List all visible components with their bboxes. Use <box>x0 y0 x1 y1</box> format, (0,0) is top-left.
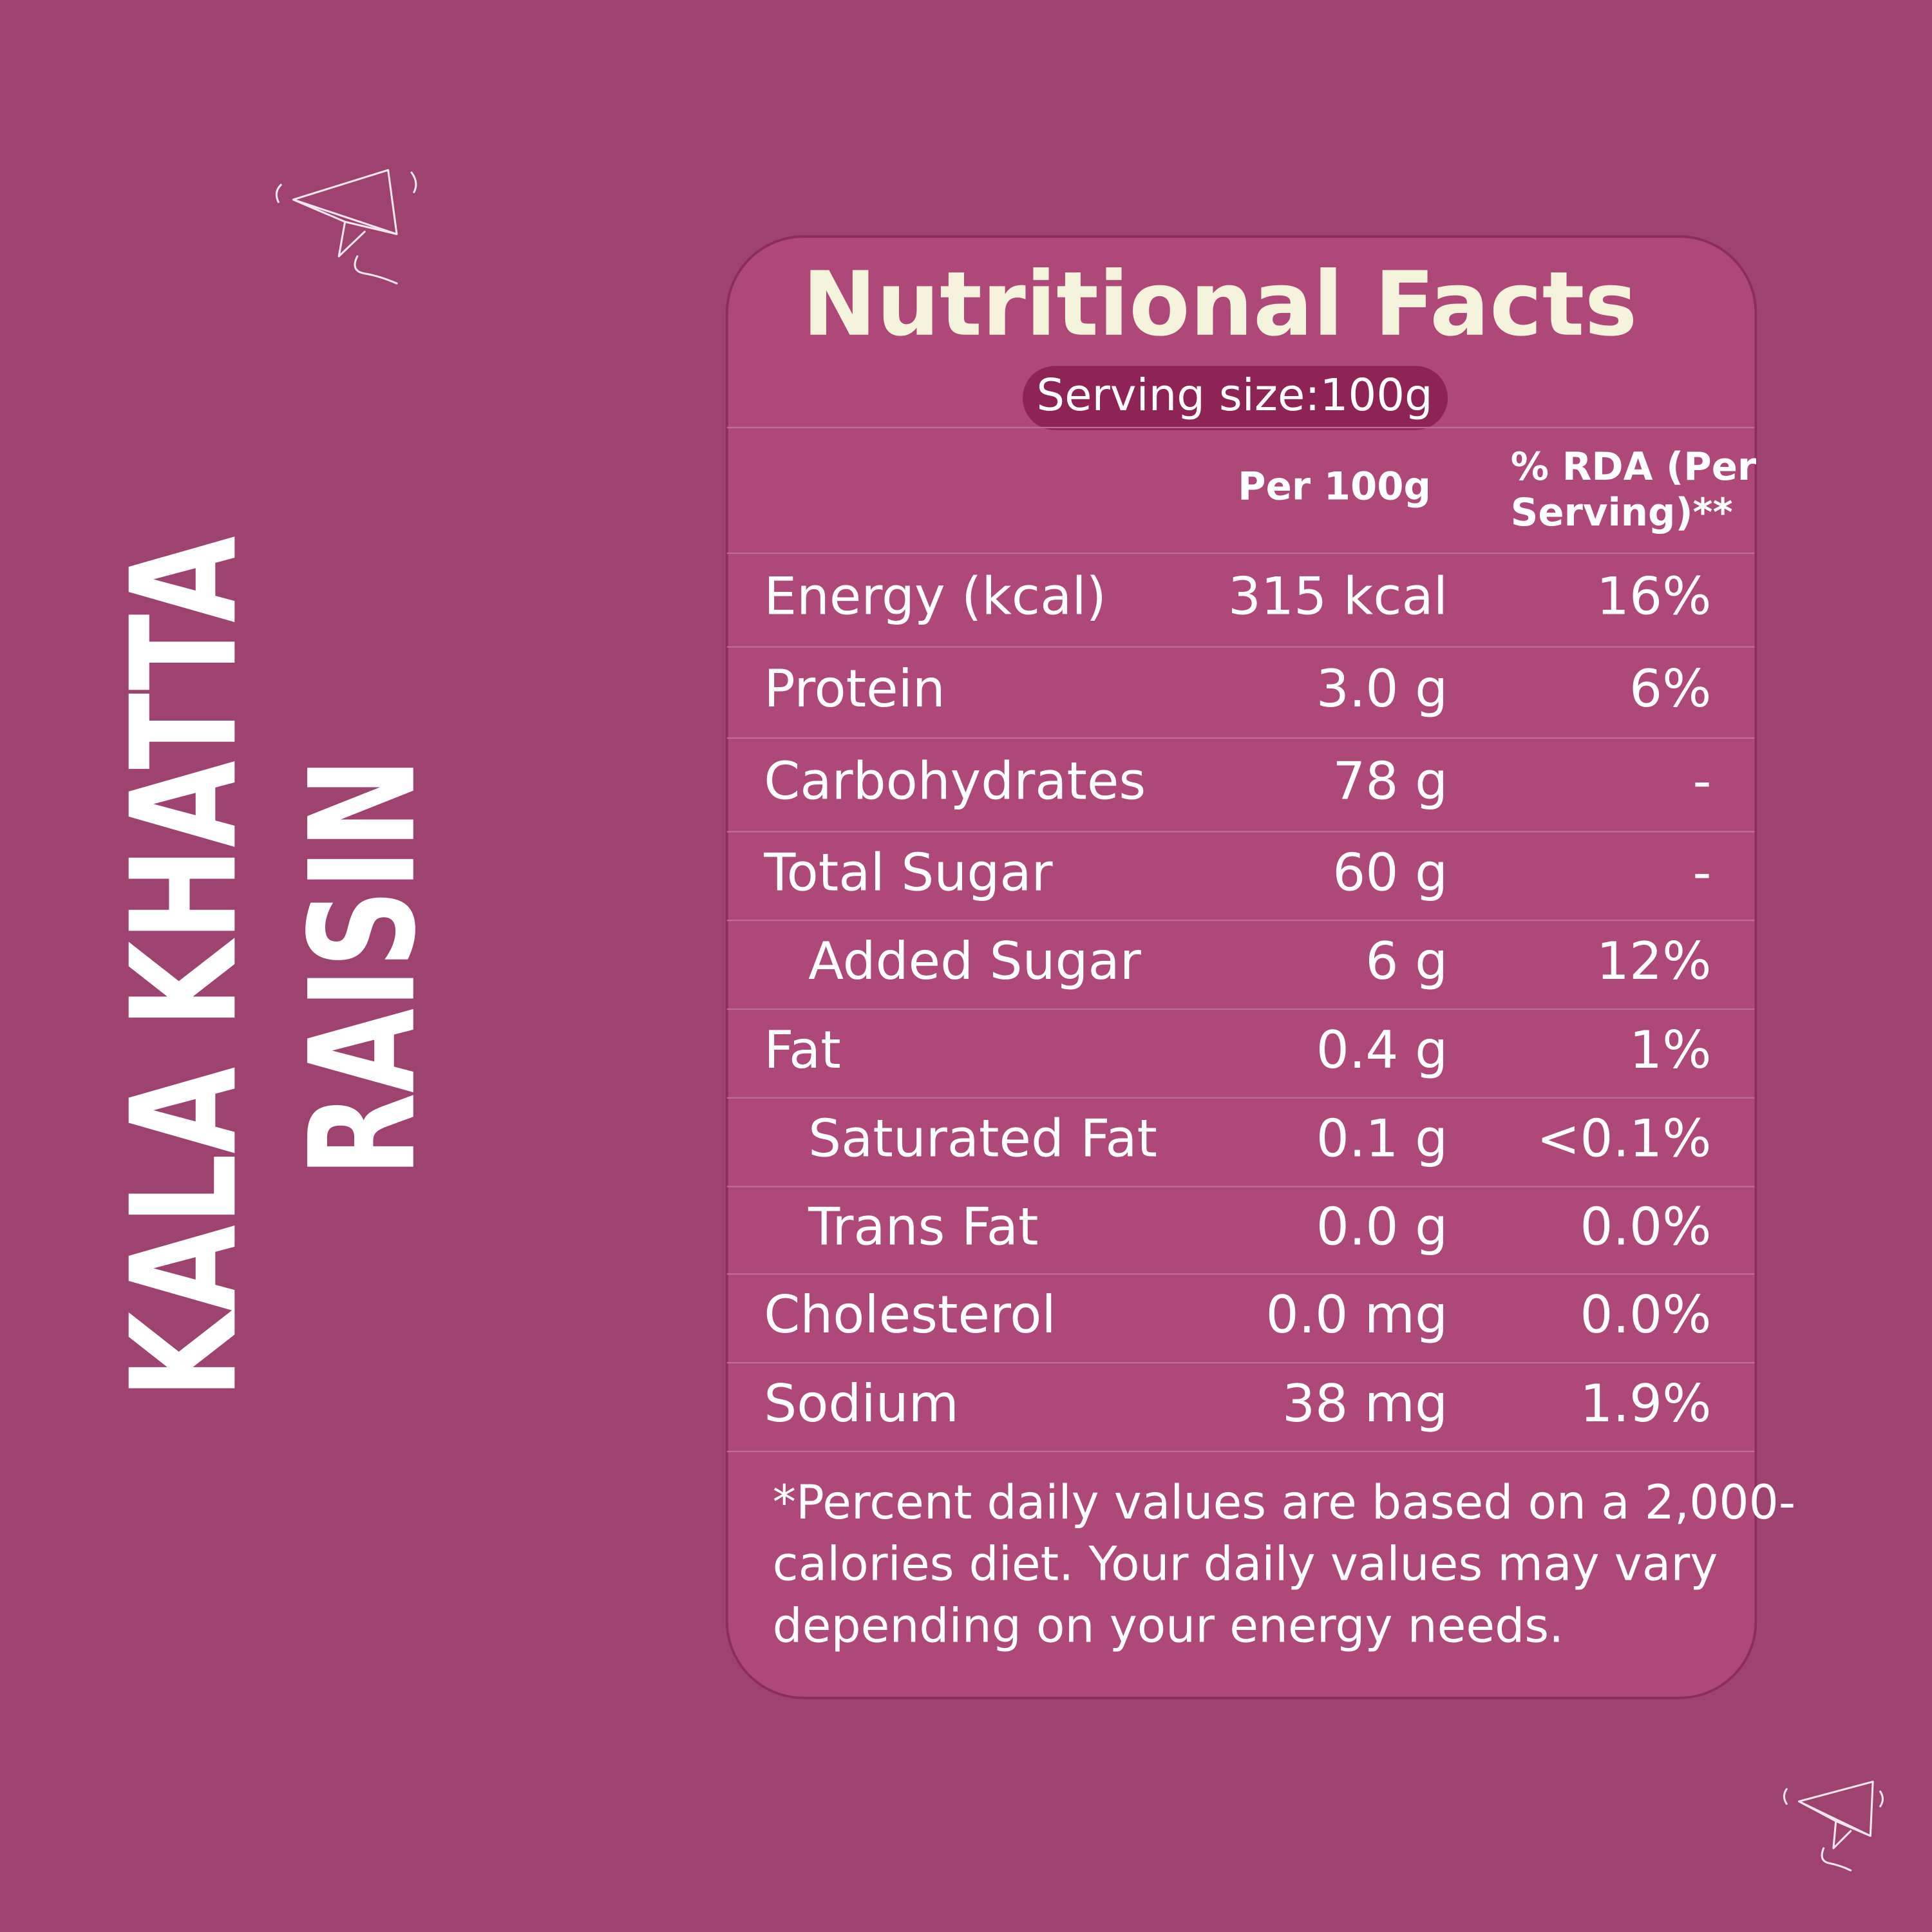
rda-value: 0.0% <box>1580 1196 1711 1256</box>
rda-value: 6% <box>1629 658 1711 719</box>
nutrient-rows: Energy (kcal) 315 kcal 16% Protein 3.0 g 6% Ca… <box>726 552 1755 1452</box>
serving-size: Serving size:100g <box>1036 370 1432 421</box>
nutrient-name: Cholesterol <box>764 1284 1056 1345</box>
column-header: Per 100g <box>1238 464 1431 509</box>
rda-value: 1% <box>1629 1019 1711 1080</box>
rda-value: - <box>1693 751 1712 811</box>
per-100g-value: 38 mg <box>1282 1373 1448 1434</box>
nutrient-name: Trans Fat <box>808 1196 1038 1256</box>
footnote-line: *Percent daily values are based on a 2,0… <box>773 1476 1795 1530</box>
rda-value: 0.0% <box>1580 1284 1711 1345</box>
facts-title: Nutritional Facts <box>802 253 1638 356</box>
per-100g-value: 315 kcal <box>1228 566 1448 627</box>
per-100g-value: 78 g <box>1332 751 1448 811</box>
serving-pill <box>1023 366 1448 430</box>
nutrient-name: Protein <box>764 658 945 719</box>
nutrient-name: Added Sugar <box>808 931 1142 991</box>
nutrient-name: Total Sugar <box>763 842 1053 902</box>
per-100g-value: 0.0 g <box>1316 1196 1448 1256</box>
facts-card <box>725 235 1757 1700</box>
nutrient-name: Fat <box>764 1019 841 1080</box>
per-100g-value: 0.0 mg <box>1266 1284 1448 1345</box>
rda-value: 1.9% <box>1580 1373 1711 1434</box>
nutrient-name: Carbohydrates <box>764 751 1146 811</box>
footnote-line: depending on your energy needs. <box>773 1599 1564 1653</box>
footnote-line: calories diet. Your daily values may var… <box>773 1538 1718 1592</box>
per-100g-value: 6 g <box>1365 931 1448 991</box>
column-header: % RDA (Per <box>1511 444 1757 489</box>
product-name: RAISIN <box>279 758 448 1177</box>
paper-plane-icon <box>275 169 417 285</box>
nutrient-name: Saturated Fat <box>808 1108 1157 1169</box>
nutrient-name: Energy (kcal) <box>764 566 1106 627</box>
per-100g-value: 0.1 g <box>1316 1108 1448 1169</box>
rda-value: 12% <box>1596 931 1712 991</box>
paper-plane-icon <box>1783 1781 1884 1871</box>
rda-value: <0.1% <box>1537 1108 1711 1169</box>
footnote: *Percent daily values are based on a 2,0… <box>773 1476 1795 1653</box>
per-100g-value: 3.0 g <box>1316 658 1448 719</box>
nutrient-name: Sodium <box>764 1373 959 1434</box>
per-100g-value: 60 g <box>1332 842 1448 902</box>
rda-value: 16% <box>1596 566 1712 627</box>
product-name: KALA KHATTA <box>100 536 269 1398</box>
column-header: Serving)** <box>1511 490 1733 535</box>
rda-value: - <box>1693 842 1712 902</box>
per-100g-value: 0.4 g <box>1316 1019 1448 1080</box>
